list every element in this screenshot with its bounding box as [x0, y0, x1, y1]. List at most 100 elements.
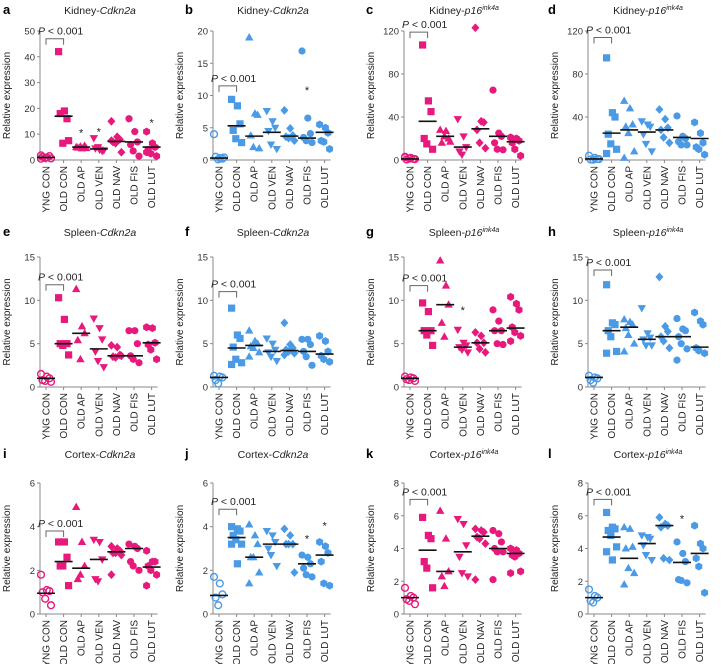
y-tick-label: 0 [30, 156, 35, 167]
data-point-diamond [475, 344, 484, 354]
data-point-hexagon [517, 567, 525, 576]
panel-title: Spleen-p16ink4a [613, 227, 684, 239]
title-tissue: Spleen- [64, 227, 101, 239]
data-point-triangle-up [245, 352, 254, 360]
data-point-triangle-down [93, 358, 103, 366]
x-tick-label: OLD FIS [130, 166, 141, 205]
y-axis-label: Relative expression [175, 52, 186, 139]
data-point-triangle-down [453, 116, 462, 124]
title-tissue: Spleen- [237, 227, 274, 239]
data-point-square [423, 331, 431, 339]
x-tick-label: OLD CON [59, 620, 70, 664]
data-point-circle [499, 548, 507, 556]
p-letter: P [402, 19, 409, 31]
data-point-triangle-up [76, 570, 85, 578]
data-point-square [419, 299, 427, 307]
data-point-hexagon [507, 337, 515, 346]
data-point-hexagon [151, 557, 159, 566]
title-tissue: Kidney- [64, 5, 100, 17]
p-value-label: P < 0.001 [38, 26, 83, 38]
data-point-square [63, 115, 71, 123]
data-point-circle [298, 551, 306, 559]
significance-bracket [409, 31, 429, 39]
x-tick-label: OLD NAV [112, 620, 123, 663]
data-point-circle [489, 306, 497, 314]
data-point-triangle-up [630, 339, 639, 347]
title-tissue: Kidney- [237, 5, 273, 17]
data-point-triangle-down [453, 516, 462, 524]
y-tick-label: 6 [30, 479, 35, 490]
x-tick-label: OLD LUT [147, 620, 158, 662]
data-point-open-circle [584, 585, 594, 594]
significance-bracket [409, 498, 429, 506]
p-letter: P [402, 273, 409, 285]
x-tick-label: OLD VEN [267, 166, 278, 210]
data-point-hexagon [699, 138, 707, 147]
data-point-square [423, 564, 431, 572]
y-tick-label: 4 [578, 544, 583, 555]
panel-title: Kidney-p16ink4a [613, 5, 683, 17]
title-gene: Cdkn2a [272, 449, 308, 461]
p-letter: P [211, 279, 218, 291]
panel-g: g Spleen-p16ink4a Relative expression 0 5 10 1… [366, 224, 525, 440]
y-tick-label: 10 [572, 296, 583, 307]
x-tick-label: OLD CON [607, 166, 618, 212]
data-point-hexagon [148, 324, 156, 333]
x-tick-label: OLD CON [607, 620, 618, 664]
p-letter: P [211, 73, 218, 85]
data-point-circle [129, 147, 137, 155]
data-point-open-circle [209, 130, 219, 139]
p-letter: P [402, 486, 409, 498]
data-point-diamond [481, 539, 490, 548]
y-tick-label: 4 [394, 544, 399, 555]
data-point-triangle-down [89, 315, 98, 323]
data-point-square [229, 126, 237, 134]
x-tick-label: OLD VEN [267, 393, 278, 437]
x-tick-label: OLD FIS [678, 620, 689, 659]
data-point-square [429, 341, 437, 349]
x-tick-label: OLD CON [232, 393, 243, 439]
p-value: < 0.001 [45, 518, 83, 530]
data-point-diamond [475, 138, 484, 148]
data-point-square [419, 41, 427, 49]
data-point-hexagon [695, 562, 703, 571]
data-point-square [608, 556, 616, 564]
data-point-triangle-down [641, 140, 651, 149]
data-point-triangle-up [620, 347, 629, 355]
data-point-triangle-down [95, 325, 104, 333]
data-point-hexagon [143, 127, 151, 136]
data-point-triangle-up [621, 122, 630, 130]
p-value: < 0.001 [218, 496, 256, 508]
data-point-diamond [288, 343, 297, 353]
data-point-circle [302, 353, 310, 361]
data-point-triangle-up [255, 568, 264, 576]
data-point-square [60, 538, 68, 546]
data-point-triangle-up [437, 571, 446, 580]
title-gene: Cdkn2a [100, 227, 136, 239]
data-point-diamond [481, 347, 490, 357]
data-point-hexagon [695, 346, 703, 355]
data-point-triangle-down [272, 358, 281, 366]
data-point-square [429, 584, 437, 592]
data-point-hexagon [153, 570, 161, 579]
data-point-circle [489, 86, 497, 94]
data-point-hexagon [326, 581, 334, 590]
panel-title: Cortex-Cdkn2a [238, 449, 309, 461]
y-tick-label: 0 [578, 610, 583, 621]
data-point-diamond [471, 575, 480, 585]
data-point-triangle-down [95, 538, 104, 547]
data-point-triangle-down [268, 118, 277, 126]
data-point-triangle-down [262, 107, 271, 116]
p-letter: P [38, 518, 45, 530]
x-tick-label: OLD AP [77, 620, 88, 656]
data-point-triangle-down [272, 146, 281, 154]
y-tick-label: 2 [30, 566, 35, 577]
y-tick-label: 15 [388, 253, 399, 264]
data-point-circle [129, 562, 137, 570]
data-point-square [603, 548, 611, 556]
y-tick-label: 6 [203, 479, 208, 490]
y-tick-label: 0 [578, 156, 583, 167]
significance-star: * [461, 305, 466, 317]
data-point-hexagon [699, 544, 707, 553]
data-point-open-circle [36, 570, 46, 579]
